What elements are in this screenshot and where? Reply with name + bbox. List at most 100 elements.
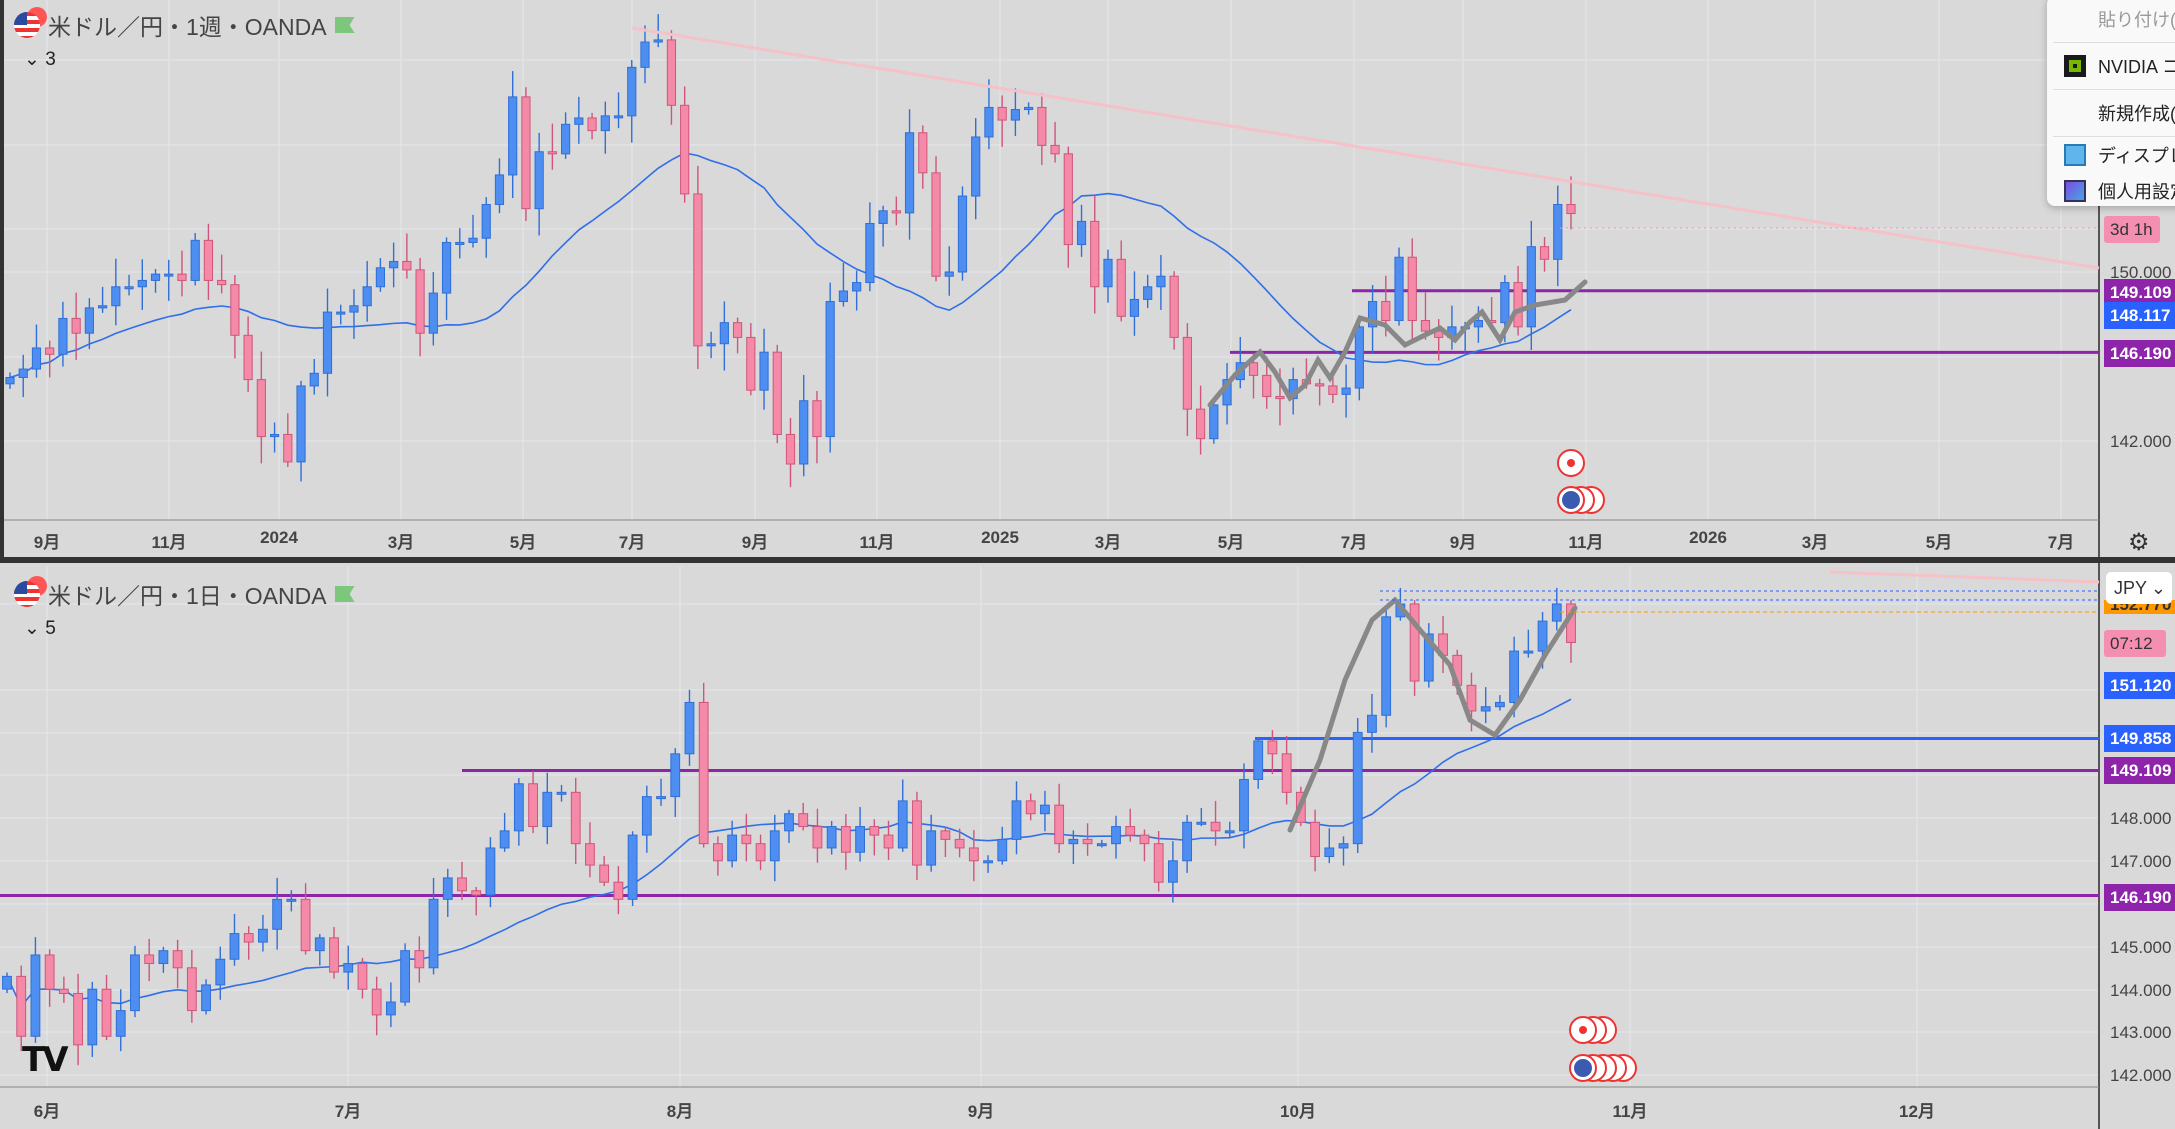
candle-up: [727, 834, 738, 862]
candle-up: [428, 292, 438, 334]
candle-down: [1513, 282, 1523, 328]
candle-down: [798, 813, 809, 828]
candle-down: [144, 954, 155, 965]
currency-select[interactable]: JPY ⌄: [2106, 572, 2172, 604]
candle-up: [534, 151, 544, 210]
indicator-count: 5: [45, 618, 56, 639]
personalize-icon: [2064, 180, 2086, 202]
candle-down: [172, 950, 183, 969]
bottom-ma-tag: 151.120: [2104, 672, 2175, 699]
candle-up: [1500, 282, 1510, 324]
bottom-price-tick: 143.000: [2110, 1023, 2172, 1042]
time-axis-label: 5月: [1217, 533, 1245, 552]
candle-up: [1129, 298, 1140, 317]
candle-up: [627, 66, 637, 117]
candle-down: [968, 847, 979, 862]
time-axis-label: 10月: [1280, 1102, 1316, 1121]
drawing-brush-stroke: [1287, 596, 1578, 833]
candle-down: [1090, 220, 1100, 288]
candle-down: [666, 39, 677, 106]
menu-item-paste[interactable]: 貼り付け(P: [2098, 10, 2175, 30]
candle-down: [812, 826, 823, 849]
candle-up: [286, 898, 297, 902]
candle-down: [547, 151, 557, 155]
candle-down: [1210, 821, 1221, 832]
candle-up: [314, 937, 325, 952]
candle-up: [190, 239, 200, 281]
candle-up: [670, 753, 681, 798]
candle-up: [600, 115, 610, 132]
candle-up: [150, 273, 161, 281]
candle-up: [1423, 633, 1434, 682]
candle-up: [1338, 843, 1349, 849]
candle-down: [1153, 843, 1164, 883]
candle-up: [201, 984, 211, 1012]
top-level-tag: 146.190: [2104, 340, 2175, 367]
bottom-indicator-toggle[interactable]: ⌄ 5: [24, 618, 56, 639]
candle-down: [71, 317, 81, 334]
candle-up: [229, 933, 240, 960]
chevron-down-icon: ⌄: [2150, 578, 2166, 598]
candle-up: [2, 975, 12, 990]
candle-up: [1367, 301, 1378, 328]
candle-up: [1352, 731, 1363, 845]
candle-up: [508, 96, 518, 176]
bottom-price-tick: 147.000: [2110, 852, 2172, 871]
top-symbol-title[interactable]: 米ドル／円・1週・OANDA: [48, 14, 327, 40]
candle-down: [1139, 834, 1150, 845]
time-axis-label: 9月: [33, 533, 61, 552]
time-axis-label: 2024: [260, 528, 298, 547]
bottom-price-tick: 145.000: [2110, 938, 2172, 957]
time-axis-label: 7月: [2047, 533, 2075, 552]
candle-up: [1354, 326, 1364, 389]
us-flag-icon: [14, 12, 40, 38]
candle-up: [1182, 821, 1193, 862]
candle-down: [954, 838, 965, 849]
tradingview-logo[interactable]: 𝗧𝗩: [22, 1041, 68, 1079]
bottom-bar-timer: 07:12: [2104, 630, 2166, 657]
candle-up: [1367, 714, 1377, 733]
candle-down: [243, 334, 253, 381]
candle-down: [329, 937, 339, 973]
menu-item-new[interactable]: 新規作成(: [2098, 104, 2175, 124]
candle-up: [957, 195, 968, 273]
menu-item-display[interactable]: ディスプレイ: [2047, 137, 2175, 173]
candle-down: [1267, 740, 1278, 755]
bottom-symbol-title[interactable]: 米ドル／円・1日・OANDA: [48, 583, 327, 609]
candle-down: [931, 172, 941, 277]
candle-down: [256, 379, 266, 438]
top-price-tick: 142.000: [2110, 432, 2172, 451]
time-axis-label: 3月: [1801, 533, 1829, 552]
candle-up: [1010, 109, 1020, 121]
settings-gear-icon[interactable]: ⚙: [2128, 529, 2150, 556]
candle-up: [1156, 275, 1166, 288]
candle-down: [1054, 804, 1065, 845]
candle-up: [400, 950, 411, 1003]
candle-down: [883, 834, 894, 849]
time-axis-label: 3月: [1094, 533, 1122, 552]
menu-item-personalize[interactable]: 個人用設定: [2047, 173, 2175, 206]
time-axis-label: 6月: [33, 1102, 61, 1121]
candle-up: [852, 282, 862, 292]
event-dot-icon: [1567, 459, 1575, 467]
candle-up: [641, 796, 652, 836]
time-axis-label: 11月: [151, 533, 187, 552]
candle-down: [741, 834, 752, 845]
candle-up: [1495, 701, 1505, 708]
candle-up: [838, 290, 849, 303]
candle-down: [457, 877, 467, 892]
candle-down: [1169, 275, 1179, 338]
candle-up: [997, 838, 1008, 862]
candle-down: [1262, 374, 1272, 397]
candle-up: [542, 791, 553, 828]
top-indicator-toggle[interactable]: ⌄ 3: [24, 49, 56, 70]
candle-down: [570, 791, 581, 845]
candle-up: [336, 311, 346, 315]
candle-up: [1239, 778, 1249, 832]
candle-up: [1526, 246, 1536, 328]
menu-item-nvidia[interactable]: NVIDIA コ: [2047, 43, 2175, 89]
time-axis-label: 11月: [1612, 1102, 1648, 1121]
candle-up: [878, 210, 888, 224]
candle-up: [984, 106, 994, 138]
